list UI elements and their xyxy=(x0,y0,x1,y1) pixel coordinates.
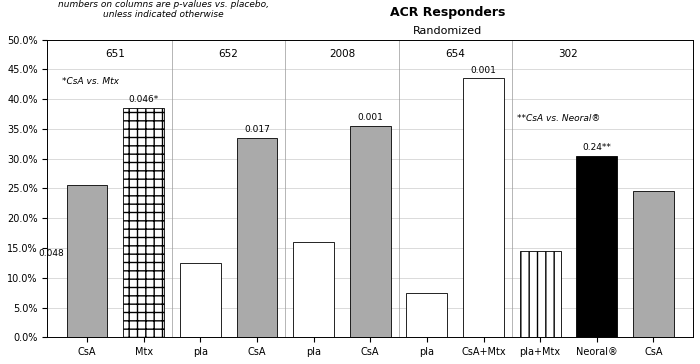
Text: 0.017: 0.017 xyxy=(244,125,270,134)
Text: 2008: 2008 xyxy=(329,49,355,59)
Text: numbers on columns are p-values vs. placebo,
unless indicated otherwise: numbers on columns are p-values vs. plac… xyxy=(58,0,269,20)
Bar xyxy=(123,108,164,337)
Bar xyxy=(66,185,107,337)
Text: 654: 654 xyxy=(445,49,465,59)
Text: 651: 651 xyxy=(106,49,125,59)
Text: 0.046*: 0.046* xyxy=(129,95,159,104)
Bar xyxy=(633,191,674,337)
Text: 0.001: 0.001 xyxy=(357,113,383,122)
Text: Randomized: Randomized xyxy=(413,26,482,36)
Text: **CsA vs. Neoral®: **CsA vs. Neoral® xyxy=(517,114,601,123)
Text: ACR Responders: ACR Responders xyxy=(390,7,505,20)
Text: *CsA vs. Mtx: *CsA vs. Mtx xyxy=(62,77,118,86)
Text: 0.001: 0.001 xyxy=(470,66,496,75)
Bar xyxy=(350,126,391,337)
Text: 302: 302 xyxy=(559,49,578,59)
Bar xyxy=(463,78,504,337)
Bar xyxy=(407,293,447,337)
Bar xyxy=(237,138,277,337)
Bar xyxy=(293,242,334,337)
Bar xyxy=(520,251,561,337)
Bar xyxy=(180,263,220,337)
Bar xyxy=(576,156,617,337)
Text: 652: 652 xyxy=(218,49,239,59)
Text: 0.048: 0.048 xyxy=(38,249,64,258)
Text: 0.24**: 0.24** xyxy=(582,143,611,152)
